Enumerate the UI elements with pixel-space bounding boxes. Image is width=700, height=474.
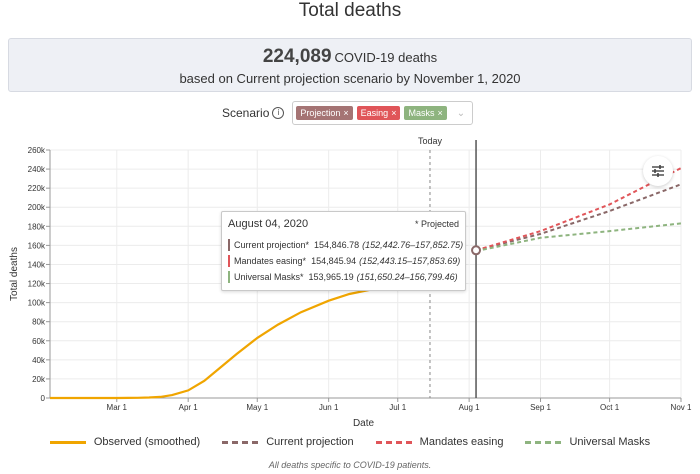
today-label: Today [418,136,443,146]
chart-marks: Today [418,136,482,398]
remove-chip-icon[interactable]: × [391,108,397,118]
y-tick-label: 140k [28,260,46,269]
y-tick-label: 220k [28,184,46,193]
x-tick-label: May 1 [246,403,268,412]
chip-masks[interactable]: Masks × [404,106,447,120]
tooltip-value: 154,845.94 [311,256,357,266]
legend-item-mandates-easing[interactable]: Mandates easing [375,436,504,448]
legend-label: Mandates easing [419,436,504,448]
y-axis-title: Total deaths [9,247,20,301]
remove-chip-icon[interactable]: × [437,108,443,118]
summary-subtitle: based on Current projection scenario by … [179,71,521,86]
death-count: 224,089 [262,46,332,67]
tooltip-projected-note: * Projected [414,219,459,229]
sliders-icon [652,165,664,177]
x-tick-label: Jul 1 [389,403,406,412]
series-color-swatch [228,255,230,267]
y-tick-label: 40k [32,356,46,365]
chip-label: Easing [360,108,389,118]
y-tick-label: 180k [28,222,46,231]
scenario-label: Scenario [222,106,270,120]
x-axis-title: Date [353,418,375,428]
x-tick-label: Jun 1 [319,403,339,412]
dropdown-chevron-icon[interactable]: ⌄ [456,107,466,119]
legend-item-observed[interactable]: Observed (smoothed) [49,436,201,448]
death-unit: COVID-19 deaths [334,50,438,65]
chart-settings-button[interactable] [643,156,673,186]
deaths-line-chart[interactable]: 0 20k 40k 60k 80k 100k 120k 140k 160k 180k 200k 220… [0,128,700,428]
legend-label: Current projection [266,436,354,448]
y-tick-label: 100k [28,299,46,308]
y-tick-label: 260k [28,146,46,155]
x-tick-label: Oct 1 [600,403,620,412]
tooltip-row: Mandates easing* 154,845.94 (152,443.15–… [228,255,460,267]
chip-label: Projection [300,108,341,118]
y-tick-label: 240k [28,165,46,174]
legend-swatch [222,440,259,444]
tooltip-interval: (151,650.24–156,799.46) [356,272,458,282]
chip-easing[interactable]: Easing × [356,106,401,120]
y-tick-label: 200k [28,203,46,212]
x-tick-label: Sep 1 [530,403,551,412]
legend-swatch [49,440,86,444]
tooltip-series-name: Universal Masks* [234,272,304,282]
tooltip-row: Universal Masks* 153,965.19 (151,650.24–… [228,271,458,283]
series-line-0 [50,284,398,400]
scenario-multiselect[interactable]: Projection × Easing × Masks × ⌄ [292,101,474,125]
y-tick-label: 80k [32,318,46,327]
series-color-swatch [228,239,230,251]
chart-legend: Observed (smoothed) Current projection M… [0,436,700,448]
remove-chip-icon[interactable]: × [343,108,349,118]
x-tick-label: Mar 1 [107,403,128,412]
tooltip-interval: (152,443.15–157,853.69) [359,256,461,266]
tooltip-value: 153,965.19 [308,272,354,282]
y-tick-label: 20k [32,375,46,384]
tooltip-series-name: Current projection* [234,240,310,250]
summary-box: 224,089 COVID-19 deaths based on Current … [8,38,692,92]
legend-item-universal-masks[interactable]: Universal Masks [525,436,650,448]
chart-tooltip: August 04, 2020 * Projected Current proj… [221,211,466,291]
page-title: Total deaths [298,0,402,21]
legend-swatch [525,440,562,444]
scenario-selector: Scenario i Projection × Easing × Masks × ⌄ [222,101,474,125]
summary-headline: 224,089 COVID-19 deaths [9,46,691,68]
chip-label: Masks [408,108,435,118]
x-tick-label: Apr 1 [179,403,199,412]
series-line-3 [475,222,682,253]
x-tick-label: Aug 1 [459,403,480,412]
series-lines [50,167,682,400]
info-icon[interactable]: i [272,107,285,119]
tooltip-interval: (152,442.76–157,852.75) [362,240,464,250]
series-color-swatch [228,271,230,283]
x-tick-label: Nov 1 [671,403,692,412]
legend-label: Universal Masks [569,436,651,448]
tooltip-value: 154,846.78 [314,240,360,250]
y-tick-label: 120k [28,280,46,289]
hover-point [471,245,482,256]
y-tick-label: 60k [32,337,46,346]
chip-projection[interactable]: Projection × [296,106,353,120]
tooltip-date: August 04, 2020 [228,218,309,230]
legend-label: Observed (smoothed) [93,436,201,448]
tooltip-series-name: Mandates easing* [234,256,307,266]
y-tick-label: 0 [41,394,46,403]
legend-item-current-projection[interactable]: Current projection [222,436,354,448]
axes: 0 20k 40k 60k 80k 100k 120k 140k 160k 180k 200k 220… [9,146,692,428]
footnote: All deaths specific to COVID-19 patients… [268,460,432,470]
series-line-1 [475,183,682,252]
legend-swatch [375,440,412,444]
y-tick-label: 160k [28,241,46,250]
tooltip-row: Current projection* 154,846.78 (152,442.… [228,239,463,251]
